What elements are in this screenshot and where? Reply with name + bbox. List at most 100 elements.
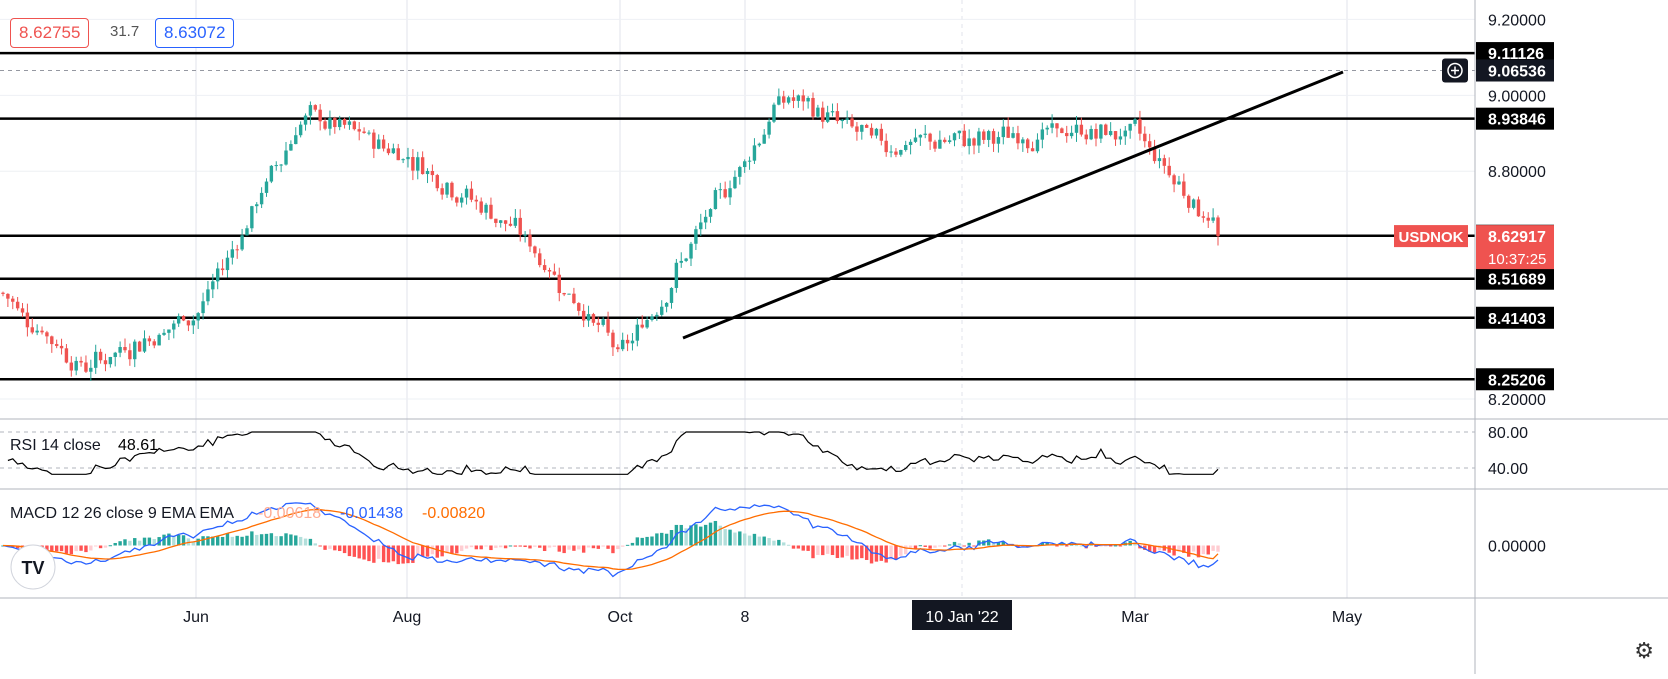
candle-down [220, 268, 225, 271]
macd-histogram-bar [142, 537, 147, 546]
macd-histogram-bar [264, 533, 269, 546]
time-axis-label: 8 [741, 609, 750, 626]
candle-down [1187, 195, 1191, 208]
candle-down [469, 188, 474, 200]
macd-histogram-bar [660, 532, 664, 546]
macd-line [2, 502, 1219, 578]
macd-histogram-bar [274, 536, 278, 546]
macd-histogram-bar [738, 531, 742, 546]
macd-histogram-bar [1016, 545, 1020, 548]
macd-histogram-bar [508, 545, 513, 547]
macd-histogram-bar [864, 545, 869, 560]
macd-histogram-bar [1157, 545, 1162, 551]
macd-histogram-bar [552, 545, 557, 547]
macd-histogram-bar [303, 538, 308, 546]
candle-down [533, 246, 537, 254]
candle-up [250, 206, 254, 229]
candle-down [357, 129, 361, 132]
candle-up [586, 314, 591, 321]
candle-up [752, 145, 757, 161]
candle-up [89, 367, 93, 372]
candle-up [796, 95, 801, 101]
candle-down [1113, 131, 1118, 140]
rsi-tick-label: 40.00 [1488, 461, 1528, 478]
macd-histogram-bar [352, 545, 357, 557]
candle-up [328, 118, 332, 129]
candle-up [650, 316, 654, 320]
candle-down [440, 188, 444, 195]
macd-histogram-bar [308, 538, 313, 546]
candle-up [908, 141, 913, 145]
candle-up [772, 104, 776, 122]
candle-up [620, 339, 625, 350]
price-tick-label: 8.80000 [1488, 164, 1546, 181]
macd-histogram-bar [630, 542, 635, 546]
candle-down [1025, 139, 1030, 149]
candle-down [1055, 123, 1059, 129]
gear-icon[interactable]: ⚙ [1634, 638, 1654, 663]
tradingview-logo-icon: TV [10, 544, 56, 590]
candle-up [118, 347, 122, 353]
candle-up [777, 96, 781, 105]
crosshair-label-box [1476, 59, 1554, 82]
candle-down [869, 127, 874, 136]
candle-up [860, 124, 864, 132]
candle-up [996, 137, 1001, 144]
symbol-tag-box [1394, 225, 1468, 248]
macd-histogram-bar [650, 536, 654, 546]
macd-histogram-bar [1191, 545, 1196, 552]
macd-histogram-bar [733, 532, 737, 546]
candle-down [894, 151, 898, 155]
macd-histogram-bar [147, 537, 152, 546]
macd-histogram-bar [855, 545, 859, 560]
macd-histogram-bar [1211, 545, 1215, 551]
macd-histogram-bar [860, 545, 864, 559]
candle-up [1050, 123, 1054, 128]
candle-up [635, 324, 640, 341]
candle-down [64, 348, 69, 363]
countdown-text: 10:37:25 [1488, 251, 1546, 268]
candle-up [523, 234, 527, 236]
bid-price-box[interactable]: 8.62755 [10, 18, 90, 48]
candle-down [1206, 217, 1210, 221]
current-price-box [1476, 225, 1554, 270]
price-tick-label: 9.00000 [1488, 88, 1546, 105]
macd-histogram-bar [220, 536, 225, 546]
candle-down [850, 118, 854, 127]
candle-down [538, 253, 542, 266]
macd-histogram-bar [596, 545, 601, 549]
macd-histogram-bar [786, 544, 791, 546]
candle-up [264, 181, 269, 193]
macd-histogram-bar [996, 542, 1001, 546]
macd-histogram-bar [420, 545, 425, 557]
candle-up [904, 144, 908, 150]
candle-up [499, 220, 503, 223]
candle-up [391, 148, 396, 154]
candle-down [625, 339, 630, 344]
macd-value: -0.01438 [340, 505, 403, 522]
candle-down [528, 234, 532, 247]
time-axis-label: Mar [1121, 609, 1149, 626]
macd-histogram-bar [225, 533, 230, 546]
candle-up [762, 134, 766, 144]
time-axis-label: Aug [393, 609, 421, 626]
candle-up [1099, 124, 1103, 139]
macd-histogram-bar [669, 530, 674, 546]
candle-down [972, 138, 976, 146]
ask-price-box[interactable]: 8.63072 [155, 18, 235, 48]
macd-histogram-bar [196, 538, 200, 546]
candle-up [1040, 129, 1045, 140]
macd-histogram-bar [489, 545, 493, 551]
candle-down [791, 97, 796, 101]
macd-histogram-bar [1055, 545, 1059, 547]
candle-down [821, 107, 825, 122]
candle-up [245, 228, 249, 236]
candle-up [162, 332, 166, 335]
macd-histogram-bar [318, 545, 322, 547]
macd-tick-label: 0.00000 [1488, 539, 1546, 556]
plus-icon-ring [1447, 62, 1463, 79]
macd-histogram-bar [1065, 545, 1069, 547]
plus-icon[interactable] [1442, 58, 1468, 83]
candle-down [1065, 133, 1069, 137]
